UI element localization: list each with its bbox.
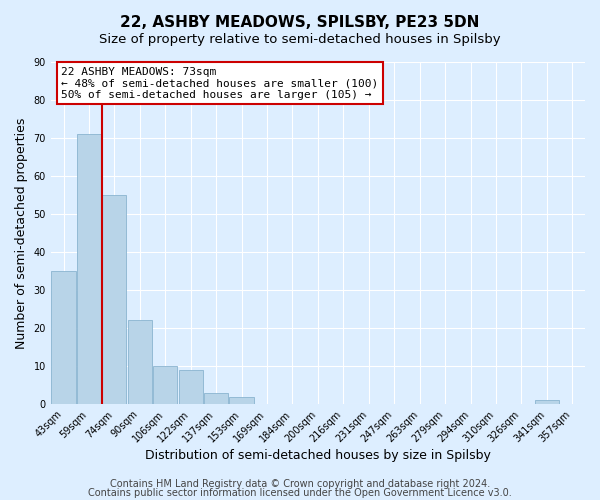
Text: Size of property relative to semi-detached houses in Spilsby: Size of property relative to semi-detach…: [99, 32, 501, 46]
Bar: [204, 392, 228, 404]
Y-axis label: Number of semi-detached properties: Number of semi-detached properties: [15, 117, 28, 348]
Bar: [229, 396, 254, 404]
X-axis label: Distribution of semi-detached houses by size in Spilsby: Distribution of semi-detached houses by …: [145, 450, 491, 462]
Bar: [153, 366, 178, 404]
Bar: [103, 195, 127, 404]
Bar: [52, 271, 76, 404]
Text: 22, ASHBY MEADOWS, SPILSBY, PE23 5DN: 22, ASHBY MEADOWS, SPILSBY, PE23 5DN: [121, 15, 479, 30]
Text: Contains HM Land Registry data © Crown copyright and database right 2024.: Contains HM Land Registry data © Crown c…: [110, 479, 490, 489]
Text: 22 ASHBY MEADOWS: 73sqm
← 48% of semi-detached houses are smaller (100)
50% of s: 22 ASHBY MEADOWS: 73sqm ← 48% of semi-de…: [61, 66, 379, 100]
Bar: [77, 134, 101, 404]
Bar: [128, 320, 152, 404]
Text: Contains public sector information licensed under the Open Government Licence v3: Contains public sector information licen…: [88, 488, 512, 498]
Bar: [179, 370, 203, 404]
Bar: [535, 400, 559, 404]
